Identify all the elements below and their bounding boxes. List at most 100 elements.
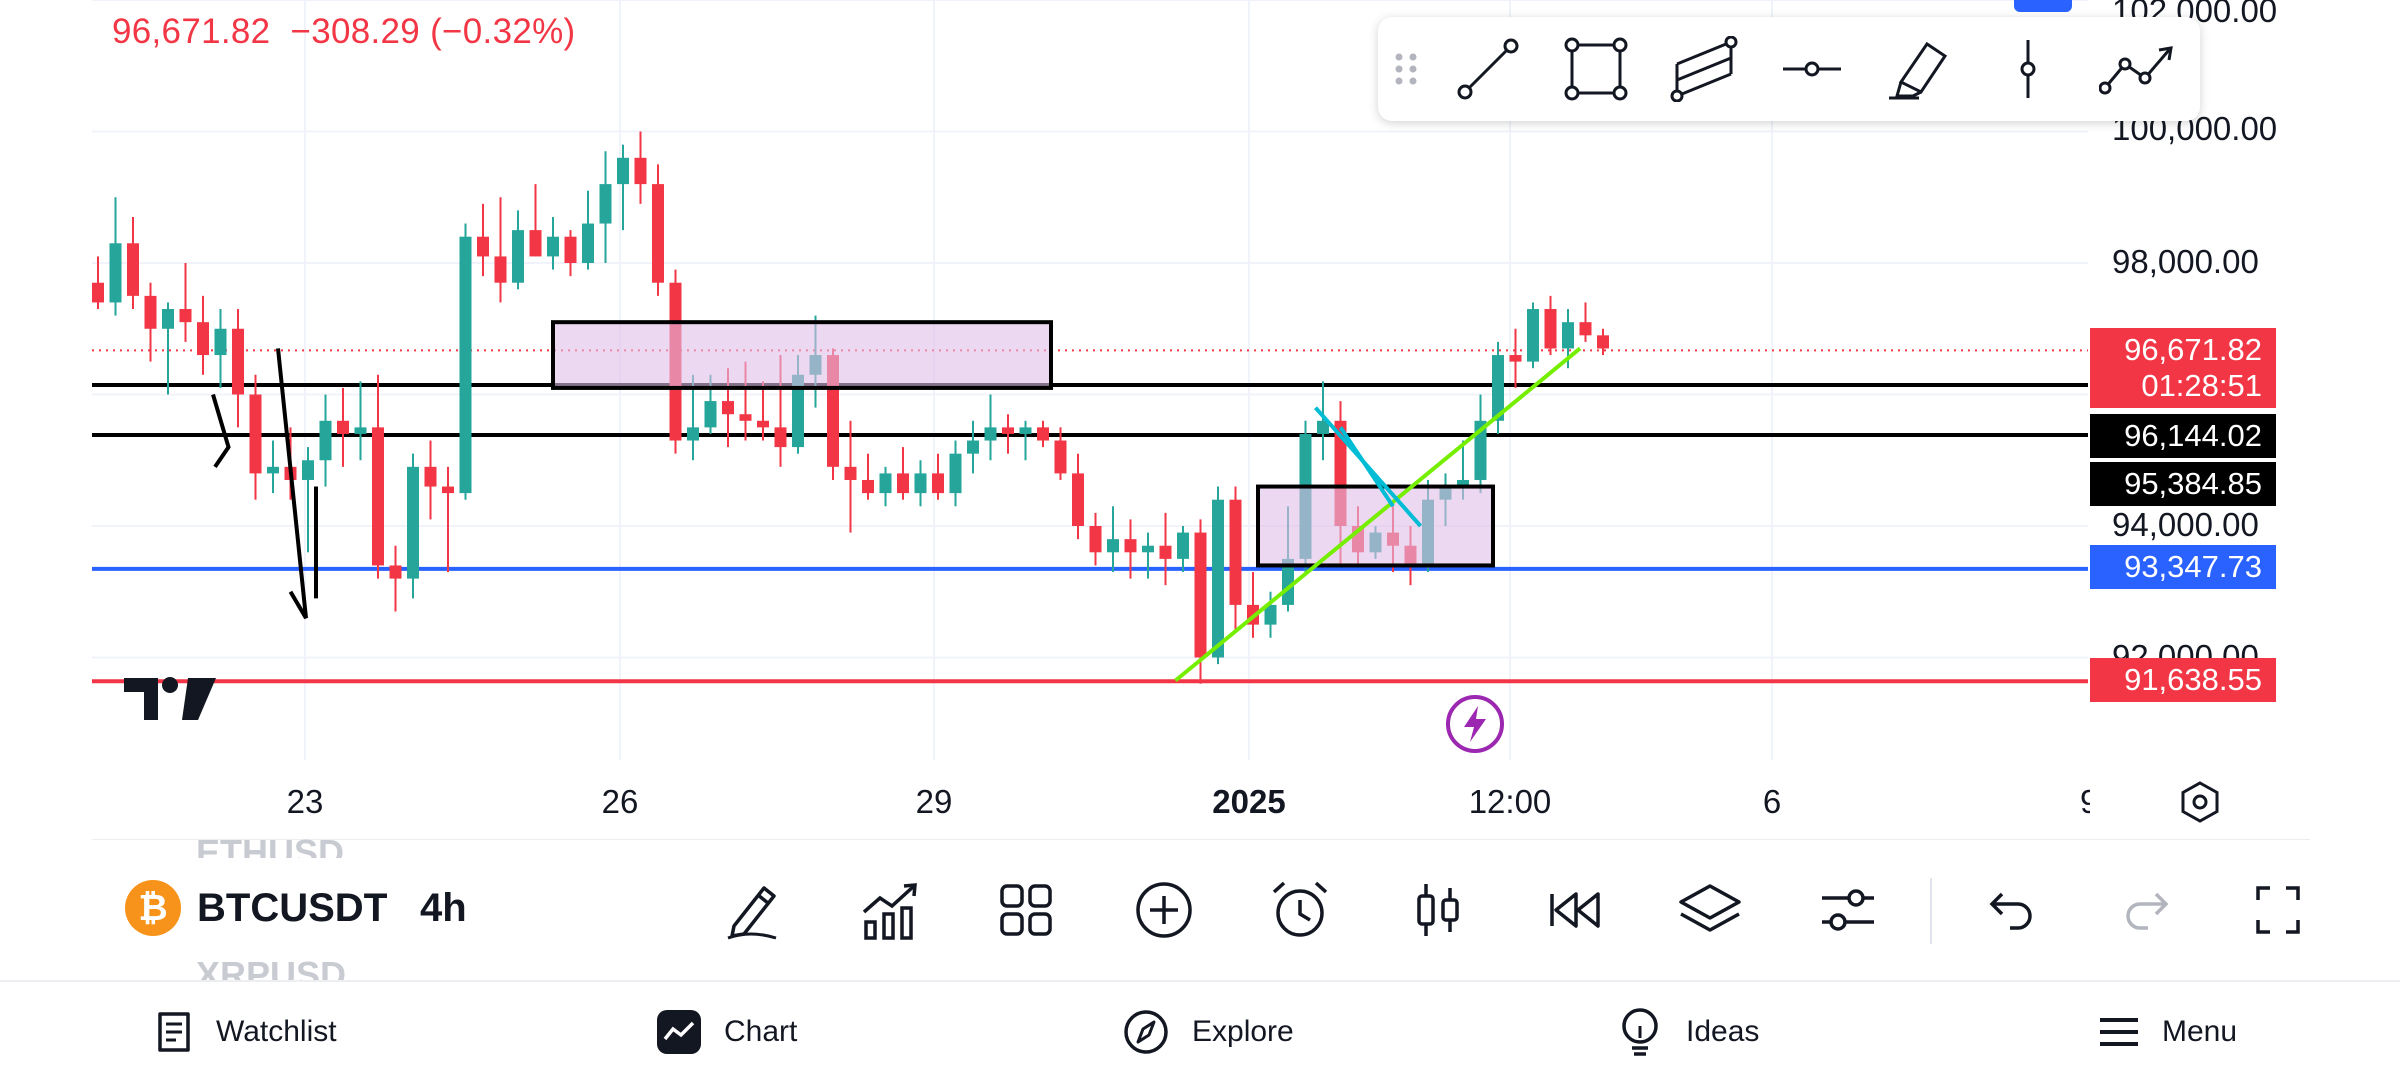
price-axis-label: 94,000.00	[2112, 506, 2259, 543]
candle-body	[1229, 499, 1242, 605]
nav-ideas[interactable]: Ideas	[1616, 982, 1759, 1080]
redo-button[interactable]	[2106, 850, 2190, 970]
candle-body	[634, 157, 647, 185]
highlighter-icon[interactable]	[1870, 17, 1970, 121]
tradingview-logo-icon	[124, 674, 216, 724]
flash-icon[interactable]	[1445, 694, 1505, 754]
symbol-ghost-below: XRPUSD	[196, 954, 347, 982]
nav-chart-label: Chart	[724, 1015, 798, 1048]
candle-body	[774, 427, 787, 448]
candle-body	[967, 440, 979, 454]
supply-zone-rectangle	[551, 320, 1053, 390]
candle-body	[704, 401, 717, 428]
last-price-tag: 96,671.82 01:28:51	[2090, 328, 2276, 408]
candle-body	[582, 223, 594, 263]
hidden-tab-indicator[interactable]	[2014, 0, 2072, 12]
candle-body	[844, 466, 857, 480]
interval-selector[interactable]: 4h	[420, 886, 467, 930]
time-axis-label: 9	[2080, 783, 2090, 820]
price-axis-label: 98,000.00	[2112, 243, 2259, 280]
path-icon[interactable]	[2084, 17, 2194, 121]
demand-zone-rectangle	[1256, 484, 1495, 568]
candle-body	[1177, 532, 1189, 559]
candle-body	[547, 236, 559, 257]
candle-body	[214, 328, 227, 356]
compare-button[interactable]	[1122, 850, 1206, 970]
symbol-selector[interactable]: ₿ BTCUSDT	[125, 880, 387, 936]
layers-icon	[1679, 884, 1741, 932]
candle-body	[1124, 539, 1137, 553]
grid-icon	[1000, 884, 1052, 936]
drag-handle-icon[interactable]	[1378, 17, 1434, 121]
candle-body	[1282, 558, 1294, 605]
candle-body	[1054, 440, 1067, 474]
horizontal-line-tag: 93,347.73	[2090, 545, 2276, 589]
candle-body	[949, 453, 962, 494]
chart-canvas[interactable]	[0, 0, 2400, 840]
horizontal-ray-icon[interactable]	[1762, 17, 1862, 121]
candle-body	[267, 466, 279, 474]
candle-body	[1317, 420, 1329, 434]
candle-body	[144, 295, 157, 329]
candle-body	[1072, 473, 1084, 526]
nav-chart[interactable]: Chart	[656, 982, 797, 1080]
trend-line-icon[interactable]	[1438, 17, 1538, 121]
vertical-line-icon[interactable]	[1978, 17, 2078, 121]
rewind-icon	[1550, 892, 1600, 928]
settings-button[interactable]	[1806, 850, 1890, 970]
brush-stroke-drawing	[276, 348, 308, 620]
candle-body	[652, 184, 664, 283]
chart-settings-icon[interactable]	[2178, 780, 2222, 824]
fullscreen-button[interactable]	[2250, 850, 2310, 970]
time-axis-label: 2025	[1212, 783, 1286, 820]
countdown-timer: 01:28:51	[2141, 368, 2262, 403]
redo-icon	[2126, 892, 2169, 930]
nav-watchlist[interactable]: Watchlist	[154, 982, 337, 1080]
candle-body	[407, 466, 419, 579]
candle-body	[127, 243, 139, 296]
drawing-tools-button[interactable]	[710, 850, 794, 970]
object-tree-button[interactable]	[1668, 850, 1752, 970]
candle-body	[1089, 526, 1102, 553]
candle-body	[1194, 532, 1207, 658]
candle-body	[1597, 335, 1609, 349]
candle-body	[1474, 420, 1487, 480]
nav-watchlist-label: Watchlist	[216, 1015, 337, 1048]
candle-body	[162, 309, 174, 329]
rectangle-icon[interactable]	[1546, 17, 1646, 121]
candle-body	[92, 282, 104, 303]
layouts-button[interactable]	[984, 850, 1068, 970]
chart-type-button[interactable]	[1396, 850, 1480, 970]
nav-explore[interactable]: Explore	[1122, 982, 1294, 1080]
symbol-ghost-above: ETHUSD	[196, 832, 345, 858]
candle-body	[1107, 539, 1119, 553]
last-price-header: 96,671.82	[112, 12, 271, 51]
candle-body	[442, 486, 454, 494]
candle-body	[232, 328, 244, 395]
candle-body	[372, 427, 384, 566]
bitcoin-icon: ₿	[125, 880, 181, 936]
candle-body	[687, 427, 699, 441]
candle-body	[914, 473, 927, 494]
candle-body	[1142, 545, 1154, 553]
candles-icon	[1417, 884, 1459, 936]
undo-button[interactable]	[1968, 850, 2052, 970]
alerts-button[interactable]	[1258, 850, 1342, 970]
hamburger-icon	[2100, 1018, 2138, 1046]
symbol-name: BTCUSDT	[197, 885, 387, 930]
candle-body	[529, 230, 542, 257]
undo-icon	[1989, 892, 2032, 930]
candle-body	[932, 473, 944, 494]
time-axis-label: 23	[286, 783, 324, 820]
price-change-header: −308.29 (−0.32%)	[290, 12, 576, 51]
candle-body	[757, 420, 769, 428]
candle-body	[879, 473, 892, 494]
parallel-channel-icon[interactable]	[1654, 17, 1754, 121]
indicators-button[interactable]	[848, 850, 932, 970]
replay-button[interactable]	[1532, 850, 1616, 970]
candle-body	[862, 479, 874, 494]
candle-body	[1562, 322, 1574, 349]
nav-menu[interactable]: Menu	[2098, 982, 2237, 1080]
toolbar-divider	[1930, 878, 1932, 944]
